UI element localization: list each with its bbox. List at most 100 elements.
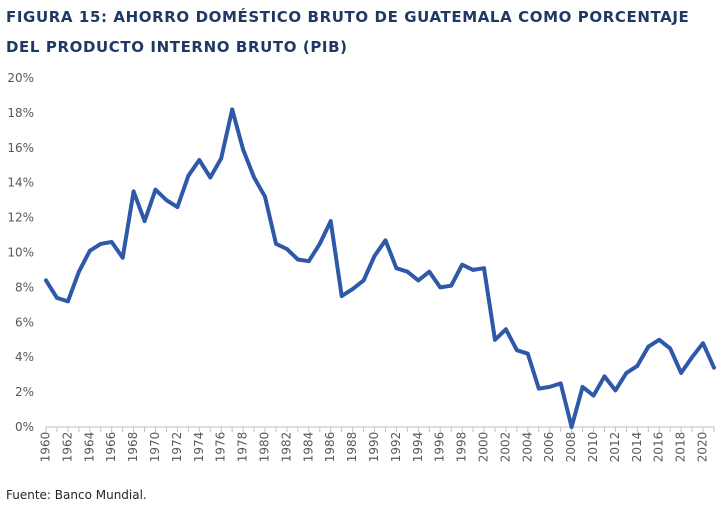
data-point xyxy=(668,346,672,351)
data-point xyxy=(482,266,486,271)
x-tick-label: 1988 xyxy=(345,432,359,463)
data-point xyxy=(701,341,705,346)
data-point xyxy=(164,198,169,202)
data-point xyxy=(350,287,355,291)
data-point xyxy=(515,348,519,353)
x-tick-label: 1970 xyxy=(148,432,162,463)
x-tick-label: 1972 xyxy=(170,432,184,463)
x-tick-label: 2018 xyxy=(674,432,688,463)
data-point xyxy=(219,156,224,161)
data-point xyxy=(109,240,114,244)
x-tick-label: 1998 xyxy=(455,432,469,463)
data-point xyxy=(317,241,322,246)
data-point xyxy=(493,337,497,342)
x-tick-label: 1966 xyxy=(104,432,118,463)
data-point xyxy=(635,364,640,368)
chart-title-line-2: DEL PRODUCTO INTERNO BRUTO (PIB) xyxy=(6,38,348,56)
data-point xyxy=(241,147,245,152)
x-tick-label: 2014 xyxy=(630,432,644,463)
data-point xyxy=(569,425,574,429)
data-point xyxy=(690,355,694,360)
x-tick-label: 1960 xyxy=(39,432,53,463)
data-point xyxy=(175,205,180,209)
data-point xyxy=(712,365,716,370)
data-point xyxy=(131,189,136,194)
x-tick-label: 2020 xyxy=(696,432,710,463)
y-tick-label: 20% xyxy=(7,71,34,85)
data-point xyxy=(55,296,59,300)
chart-title-line-1: FIGURA 15: AHORRO DOMÉSTICO BRUTO DE GUA… xyxy=(6,8,690,26)
x-tick-label: 1992 xyxy=(389,432,403,463)
data-point xyxy=(405,269,410,274)
data-point xyxy=(77,269,81,274)
data-point xyxy=(591,393,596,398)
y-tick-label: 10% xyxy=(7,246,34,260)
source-note: Fuente: Banco Mundial. xyxy=(6,488,147,502)
data-point xyxy=(120,255,125,260)
data-point xyxy=(679,371,683,375)
data-point xyxy=(646,344,651,349)
x-tick-label: 2012 xyxy=(608,432,622,463)
data-point xyxy=(558,381,563,386)
data-point xyxy=(438,285,443,290)
x-tick-label: 2008 xyxy=(564,432,578,463)
data-point xyxy=(296,257,300,262)
data-point xyxy=(449,283,453,288)
x-tick-label: 2000 xyxy=(477,432,491,463)
data-point xyxy=(66,299,70,304)
data-point xyxy=(536,386,541,391)
data-point xyxy=(88,248,92,253)
data-point xyxy=(252,175,256,180)
data-point xyxy=(383,238,388,243)
x-tick-label: 1974 xyxy=(192,432,206,463)
data-point xyxy=(274,241,278,246)
data-point xyxy=(98,241,103,246)
data-point xyxy=(394,266,399,271)
y-tick-label: 18% xyxy=(7,106,34,120)
x-tick-label: 1962 xyxy=(60,432,74,463)
y-tick-label: 14% xyxy=(7,176,34,190)
y-tick-label: 4% xyxy=(15,350,34,364)
y-tick-label: 6% xyxy=(15,315,34,329)
data-point xyxy=(230,107,234,112)
y-tick-label: 12% xyxy=(7,211,34,225)
data-point xyxy=(361,278,366,283)
x-tick-label: 2002 xyxy=(498,432,512,463)
data-point xyxy=(339,294,344,298)
data-point xyxy=(613,388,618,393)
data-point xyxy=(547,385,552,389)
x-tick-label: 1978 xyxy=(236,432,250,463)
data-point xyxy=(526,351,530,356)
data-point xyxy=(602,374,607,379)
y-tick-label: 0% xyxy=(15,420,34,434)
y-tick-label: 8% xyxy=(15,280,34,294)
x-tick-label: 1986 xyxy=(323,432,337,463)
data-point xyxy=(328,219,333,223)
data-point xyxy=(153,187,158,192)
y-tick-label: 2% xyxy=(15,385,34,399)
x-tick-label: 1996 xyxy=(433,432,447,463)
data-point xyxy=(504,327,508,332)
data-point xyxy=(580,385,585,389)
series-layer xyxy=(44,107,716,429)
x-tick-label: 1994 xyxy=(411,432,425,463)
y-axis: 0% 2% 4% 6% 8% 10% 12% 14% 16% 18% 20% xyxy=(7,71,34,434)
data-point xyxy=(44,278,48,283)
x-tick-label: 2010 xyxy=(586,432,600,463)
y-tick-label: 16% xyxy=(7,141,34,155)
x-axis: 1960 1962 1964 1966 1968 1970 1972 1974 1976 1978… xyxy=(39,426,715,463)
data-point xyxy=(197,158,202,162)
x-tick-label: 1980 xyxy=(258,432,272,463)
data-point xyxy=(285,247,289,251)
x-tick-label: 1968 xyxy=(126,432,140,463)
data-point xyxy=(263,194,267,199)
data-point xyxy=(471,268,475,272)
chart-title: FIGURA 15: AHORRO DOMÉSTICO BRUTO DE GUA… xyxy=(6,2,728,62)
data-point xyxy=(372,254,377,258)
data-point xyxy=(416,278,421,283)
x-tick-label: 2006 xyxy=(542,432,556,463)
series-line xyxy=(44,107,716,429)
data-point xyxy=(186,173,191,178)
data-point xyxy=(427,269,432,274)
